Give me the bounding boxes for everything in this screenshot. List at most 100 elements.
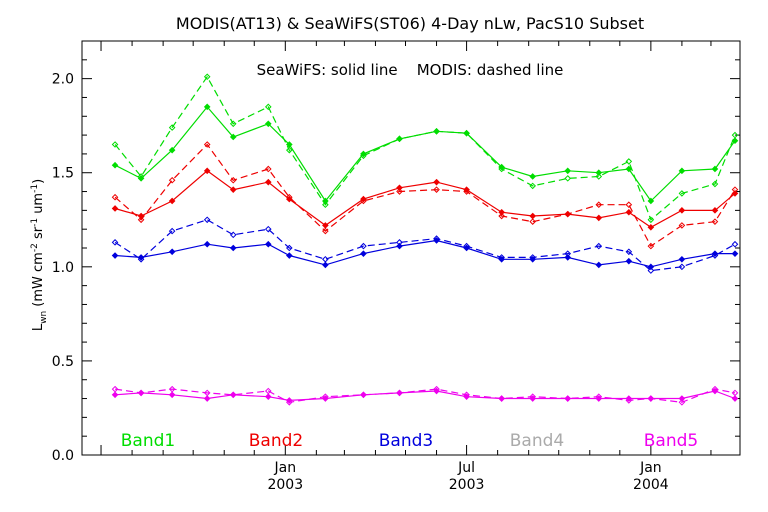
- data-point: [168, 385, 176, 393]
- ylabel-units-4: ): [31, 179, 46, 184]
- data-point: [322, 261, 329, 269]
- data-point: [731, 131, 739, 139]
- data-point: [322, 255, 329, 263]
- series-band1-seawifs: [111, 103, 739, 205]
- data-point: [322, 201, 329, 209]
- data-point: [647, 223, 655, 231]
- data-point: [647, 267, 655, 274]
- data-point: [498, 165, 505, 173]
- data-point: [111, 239, 119, 246]
- data-point: [396, 389, 403, 397]
- data-point: [433, 385, 440, 393]
- series-band1-modis: [111, 73, 739, 224]
- data-point: [595, 169, 603, 177]
- series-band5-modis: [111, 385, 739, 406]
- data-point: [203, 240, 211, 248]
- data-point: [529, 173, 536, 180]
- x-tick-label-year: 2003: [267, 477, 303, 493]
- data-point: [625, 158, 633, 165]
- y-tick-label: 0.5: [52, 354, 74, 370]
- data-point: [529, 254, 536, 261]
- data-point: [678, 395, 686, 402]
- ylabel-main: L: [31, 323, 46, 331]
- data-point: [168, 197, 176, 205]
- series-band3-modis: [111, 216, 739, 274]
- data-point: [111, 205, 119, 212]
- data-point: [711, 180, 719, 188]
- data-point: [564, 254, 572, 261]
- data-point: [396, 135, 403, 143]
- data-point: [168, 176, 176, 184]
- data-point: [168, 124, 176, 131]
- y-tick-label: 2.0: [52, 72, 74, 88]
- data-point: [731, 240, 739, 248]
- data-point: [264, 165, 272, 173]
- data-point: [229, 244, 237, 252]
- data-point: [360, 250, 367, 257]
- data-point: [731, 389, 739, 397]
- data-point: [203, 167, 211, 175]
- x-tick-label-year: 2003: [449, 477, 485, 493]
- data-point: [203, 216, 211, 224]
- data-point: [463, 188, 470, 195]
- data-point: [203, 141, 211, 148]
- data-point: [678, 207, 686, 214]
- data-point: [625, 397, 633, 404]
- data-point: [111, 161, 119, 169]
- data-point: [396, 242, 403, 250]
- data-point: [137, 216, 145, 224]
- data-point: [111, 193, 119, 201]
- data-point: [264, 240, 272, 248]
- data-point: [360, 195, 367, 203]
- data-point: [711, 250, 719, 257]
- data-point: [137, 254, 145, 261]
- data-point: [286, 252, 293, 259]
- data-point: [595, 214, 603, 222]
- data-point: [264, 103, 272, 111]
- data-point: [564, 167, 572, 175]
- data-point: [137, 389, 145, 397]
- data-point: [711, 252, 719, 259]
- series-line: [114, 75, 736, 221]
- series-line: [114, 170, 736, 229]
- data-point: [360, 197, 367, 205]
- data-point: [229, 120, 237, 128]
- data-point: [229, 391, 237, 399]
- x-tick-label-month: Jul: [457, 460, 475, 476]
- data-point: [678, 399, 686, 406]
- data-point: [360, 242, 367, 250]
- ylabel-sup-2: -1: [30, 218, 40, 227]
- data-point: [711, 165, 719, 173]
- legend-item-band4: Band4: [510, 431, 564, 451]
- data-point: [229, 391, 237, 399]
- data-point: [111, 391, 119, 399]
- series-band2-seawifs: [111, 167, 739, 231]
- data-point: [264, 225, 272, 233]
- data-point: [625, 395, 633, 402]
- data-point: [564, 210, 572, 218]
- data-point: [498, 212, 505, 220]
- data-point: [595, 393, 603, 400]
- data-point: [625, 165, 633, 173]
- ylabel-sup-1: -2: [30, 243, 40, 252]
- ylabel-units-3: um: [31, 193, 46, 218]
- legend-item-band3: Band3: [379, 431, 433, 451]
- data-point: [625, 248, 633, 256]
- data-point: [396, 184, 403, 192]
- x-tick-label-year: 2004: [633, 477, 669, 493]
- data-point: [264, 178, 272, 186]
- x-tick-label-month: Jan: [274, 460, 297, 476]
- series-line: [114, 143, 736, 247]
- data-point: [433, 186, 440, 193]
- data-point: [360, 150, 367, 158]
- data-point: [433, 235, 440, 242]
- data-point: [463, 391, 470, 399]
- data-point: [396, 239, 403, 246]
- data-point: [168, 391, 176, 399]
- data-point: [360, 391, 367, 399]
- data-point: [433, 128, 440, 135]
- data-point: [678, 255, 686, 263]
- data-point: [463, 242, 470, 250]
- data-point: [529, 212, 536, 220]
- legend-item-band5: Band5: [644, 431, 698, 451]
